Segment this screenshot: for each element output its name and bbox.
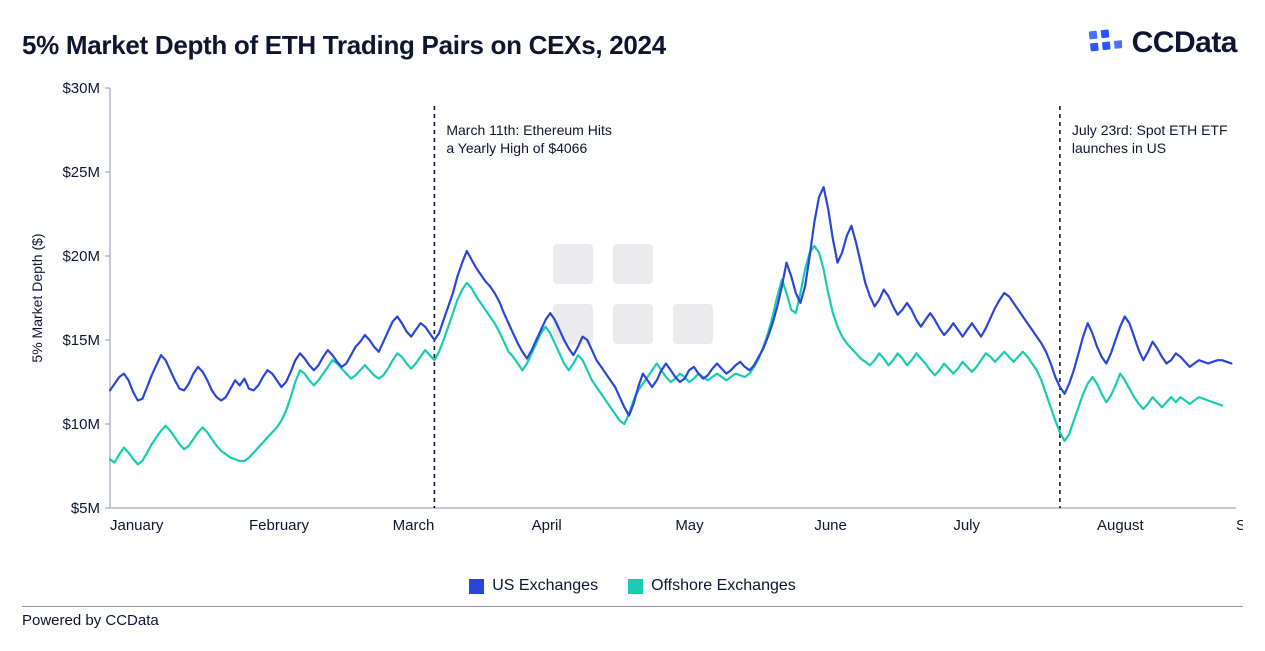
brand-lockup: CCData	[1086, 26, 1237, 60]
chart-title: 5% Market Depth of ETH Trading Pairs on …	[22, 30, 666, 61]
svg-text:$20M: $20M	[62, 248, 100, 265]
legend-swatch-offshore	[628, 579, 643, 594]
legend-item-us: US Exchanges	[469, 577, 598, 595]
svg-text:July: July	[953, 517, 980, 534]
legend-label-offshore: Offshore Exchanges	[651, 577, 796, 595]
line-chart-svg: $5M $10M $15M $20M $25M $30M 5% Market Depth (…	[22, 74, 1243, 576]
chart-root: 5% Market Depth of ETH Trading Pairs on …	[0, 0, 1265, 651]
brand-name: CCData	[1132, 26, 1237, 60]
svg-text:$5M: $5M	[71, 500, 100, 517]
powered-by: Powered by CCData	[22, 612, 159, 629]
annotation-july-23: July 23rd: Spot ETH ETF launches in US	[1072, 122, 1228, 157]
svg-text:February: February	[249, 517, 310, 534]
svg-text:$10M: $10M	[62, 416, 100, 433]
svg-text:June: June	[814, 517, 847, 534]
legend-swatch-us	[469, 579, 484, 594]
annotation-line1: March 11th: Ethereum Hits	[446, 122, 611, 138]
footer-divider	[22, 606, 1243, 607]
legend-label-us: US Exchanges	[492, 577, 598, 595]
svg-text:January: January	[110, 517, 164, 534]
svg-text:March: March	[393, 517, 435, 534]
annotation-line1: July 23rd: Spot ETH ETF	[1072, 122, 1228, 138]
svg-text:$30M: $30M	[62, 80, 100, 97]
svg-text:$15M: $15M	[62, 332, 100, 349]
annotation-march-11: March 11th: Ethereum Hits a Yearly High …	[446, 122, 611, 157]
svg-text:$25M: $25M	[62, 164, 100, 181]
annotation-line2: a Yearly High of $4066	[446, 140, 587, 156]
svg-text:August: August	[1097, 517, 1145, 534]
legend: US Exchanges Offshore Exchanges	[0, 577, 1265, 595]
brand-icon	[1086, 26, 1122, 60]
annotation-line2: launches in US	[1072, 140, 1166, 156]
svg-text:5% Market Depth ($): 5% Market Depth ($)	[29, 233, 45, 362]
chart-area: $5M $10M $15M $20M $25M $30M 5% Market Depth (…	[22, 74, 1243, 576]
svg-text:May: May	[675, 517, 704, 534]
legend-item-offshore: Offshore Exchanges	[628, 577, 796, 595]
svg-text:September: September	[1236, 517, 1243, 534]
svg-text:April: April	[532, 517, 562, 534]
